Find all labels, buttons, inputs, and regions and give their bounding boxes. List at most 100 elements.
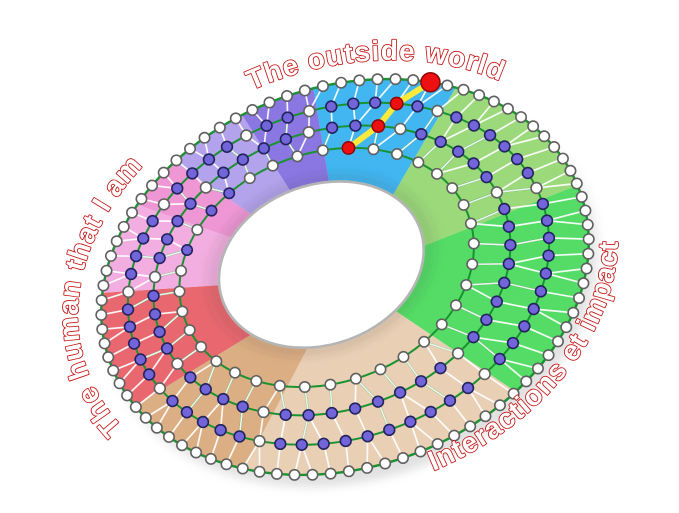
white-node[interactable] <box>464 420 477 433</box>
purple-node[interactable] <box>534 285 548 298</box>
purple-node[interactable] <box>134 353 147 366</box>
white-node[interactable] <box>367 143 380 156</box>
white-node[interactable] <box>374 363 387 376</box>
purple-node[interactable] <box>393 386 407 399</box>
purple-node[interactable] <box>325 100 338 113</box>
white-node[interactable] <box>162 430 175 443</box>
white-node[interactable] <box>542 349 555 362</box>
white-node[interactable] <box>95 308 108 321</box>
purple-node[interactable] <box>434 361 447 375</box>
white-node[interactable] <box>520 375 533 388</box>
white-node[interactable] <box>493 399 506 412</box>
white-node[interactable] <box>324 467 337 480</box>
white-node[interactable] <box>129 400 142 413</box>
white-node[interactable] <box>397 350 410 363</box>
purple-node[interactable] <box>540 214 554 227</box>
white-node[interactable] <box>490 186 504 199</box>
purple-node[interactable] <box>498 140 511 153</box>
white-node[interactable] <box>316 144 329 157</box>
white-node[interactable] <box>335 76 348 89</box>
purple-node[interactable] <box>202 153 216 166</box>
white-node[interactable] <box>349 372 362 385</box>
purple-node[interactable] <box>325 121 339 134</box>
white-node[interactable] <box>257 405 270 419</box>
white-node[interactable] <box>457 198 470 211</box>
purple-node[interactable] <box>142 368 156 381</box>
purple-node[interactable] <box>317 437 330 450</box>
white-node[interactable] <box>570 177 583 190</box>
purple-node[interactable] <box>236 400 249 413</box>
white-node[interactable] <box>113 377 126 390</box>
white-node[interactable] <box>446 182 459 195</box>
purple-node[interactable] <box>368 96 382 109</box>
purple-node[interactable] <box>434 135 447 148</box>
purple-node[interactable] <box>220 140 234 153</box>
purple-node[interactable] <box>518 320 531 333</box>
purple-node[interactable] <box>361 430 374 443</box>
white-node[interactable] <box>139 411 152 424</box>
white-node[interactable] <box>501 102 514 115</box>
purple-node[interactable] <box>171 214 184 228</box>
white-node[interactable] <box>430 167 443 180</box>
white-node[interactable] <box>281 90 294 103</box>
white-node[interactable] <box>195 340 208 353</box>
purple-node[interactable] <box>160 342 174 355</box>
white-node[interactable] <box>190 446 203 459</box>
purple-node[interactable] <box>539 267 553 280</box>
purple-node[interactable] <box>279 132 293 146</box>
white-node[interactable] <box>135 192 148 205</box>
white-node[interactable] <box>110 235 123 248</box>
white-node[interactable] <box>487 95 500 108</box>
purple-node[interactable] <box>452 145 465 158</box>
white-node[interactable] <box>183 324 196 337</box>
white-node[interactable] <box>148 270 162 284</box>
purple-node[interactable] <box>483 128 497 142</box>
white-node[interactable] <box>412 156 425 169</box>
purple-node[interactable] <box>490 295 503 308</box>
purple-node[interactable] <box>349 119 362 132</box>
white-node[interactable] <box>198 131 211 144</box>
purple-node[interactable] <box>467 119 481 132</box>
white-node[interactable] <box>273 379 286 392</box>
white-node[interactable] <box>414 445 427 458</box>
white-node[interactable] <box>253 434 266 448</box>
white-node[interactable] <box>548 141 561 154</box>
white-node[interactable] <box>379 457 392 470</box>
purple-node[interactable] <box>121 303 135 316</box>
white-node[interactable] <box>324 378 337 391</box>
purple-node[interactable] <box>467 157 480 170</box>
white-node[interactable] <box>184 142 197 155</box>
purple-node[interactable] <box>502 257 516 271</box>
purple-node[interactable] <box>196 415 210 429</box>
white-node[interactable] <box>298 84 311 97</box>
purple-node[interactable] <box>279 408 292 421</box>
purple-node[interactable] <box>383 423 396 437</box>
white-node[interactable] <box>342 465 355 478</box>
white-node[interactable] <box>573 292 586 305</box>
white-node[interactable] <box>306 468 319 481</box>
purple-node[interactable] <box>205 204 218 217</box>
white-node[interactable] <box>210 355 223 368</box>
white-node[interactable] <box>171 357 184 370</box>
white-node[interactable] <box>551 335 564 348</box>
white-node[interactable] <box>213 121 226 134</box>
white-node[interactable] <box>582 233 595 246</box>
white-node[interactable] <box>250 374 263 387</box>
white-node[interactable] <box>240 129 253 142</box>
purple-node[interactable] <box>184 371 197 384</box>
white-node[interactable] <box>146 179 159 192</box>
purple-node[interactable] <box>450 111 463 124</box>
white-node[interactable] <box>97 279 110 292</box>
white-node[interactable] <box>435 318 448 331</box>
purple-node[interactable] <box>181 244 194 257</box>
white-node[interactable] <box>126 206 139 219</box>
white-node[interactable] <box>316 80 329 93</box>
purple-node[interactable] <box>443 394 457 407</box>
white-node[interactable] <box>567 306 580 319</box>
purple-node[interactable] <box>153 251 166 265</box>
white-node[interactable] <box>96 323 109 336</box>
highlighted-node[interactable] <box>371 119 386 133</box>
white-node[interactable] <box>451 347 465 360</box>
purple-node[interactable] <box>260 119 273 132</box>
white-node[interactable] <box>466 258 479 271</box>
